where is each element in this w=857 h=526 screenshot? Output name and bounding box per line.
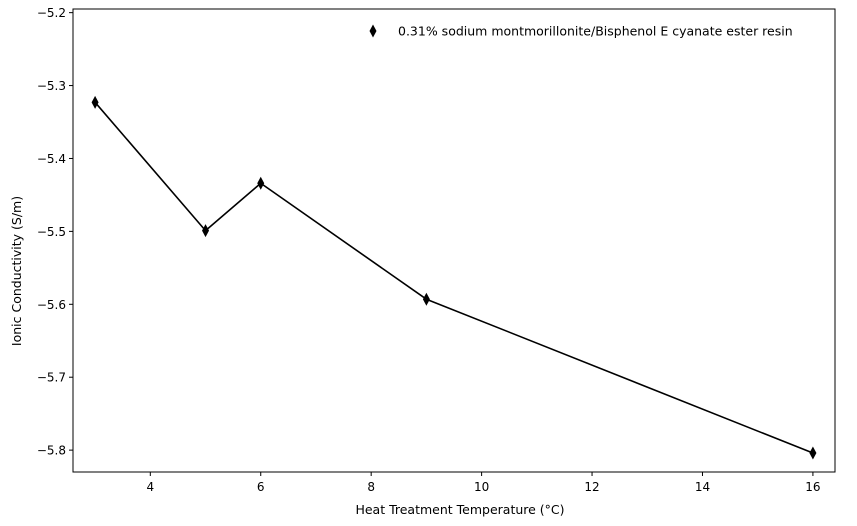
plot-frame <box>72 8 836 473</box>
y-tick-label: −5.6 <box>37 298 66 312</box>
legend: 0.31% sodium montmorillonite/Bisphenol E… <box>369 24 793 39</box>
y-tick-label: −5.3 <box>37 79 66 93</box>
series-line-layer <box>94 101 814 454</box>
y-tick-label: −5.7 <box>37 371 66 385</box>
plot-area <box>72 8 836 473</box>
y-tick-label: −5.4 <box>37 152 66 166</box>
series-line-1 <box>94 101 814 454</box>
data-point <box>422 292 430 306</box>
x-tick-label: 10 <box>474 480 489 494</box>
y-tick-label: −5.5 <box>37 225 66 239</box>
y-tick-label: −5.2 <box>37 6 66 20</box>
x-tick-label: 4 <box>146 480 154 494</box>
x-tick-label: 6 <box>257 480 265 494</box>
data-point <box>809 446 817 460</box>
data-point <box>202 224 210 238</box>
data-point <box>91 95 99 109</box>
y-axis: −5.8 −5.7 −5.6 −5.5 −5.4 −5.3 −5.2 <box>37 6 73 458</box>
x-axis: 4 6 8 10 12 14 16 <box>146 472 821 494</box>
x-tick-label: 14 <box>695 480 710 494</box>
y-axis-label: Ionic Conductivity (S/m) <box>9 196 24 346</box>
x-tick-label: 16 <box>805 480 820 494</box>
legend-label-series-1: 0.31% sodium montmorillonite/Bisphenol E… <box>398 24 793 39</box>
x-tick-label: 8 <box>367 480 375 494</box>
y-tick-label: −5.8 <box>37 444 66 458</box>
data-point <box>257 176 265 190</box>
legend-marker-diamond <box>369 24 377 38</box>
x-tick-label: 12 <box>584 480 599 494</box>
x-axis-label: Heat Treatment Temperature (°C) <box>355 502 564 517</box>
data-point-layer <box>91 95 817 460</box>
